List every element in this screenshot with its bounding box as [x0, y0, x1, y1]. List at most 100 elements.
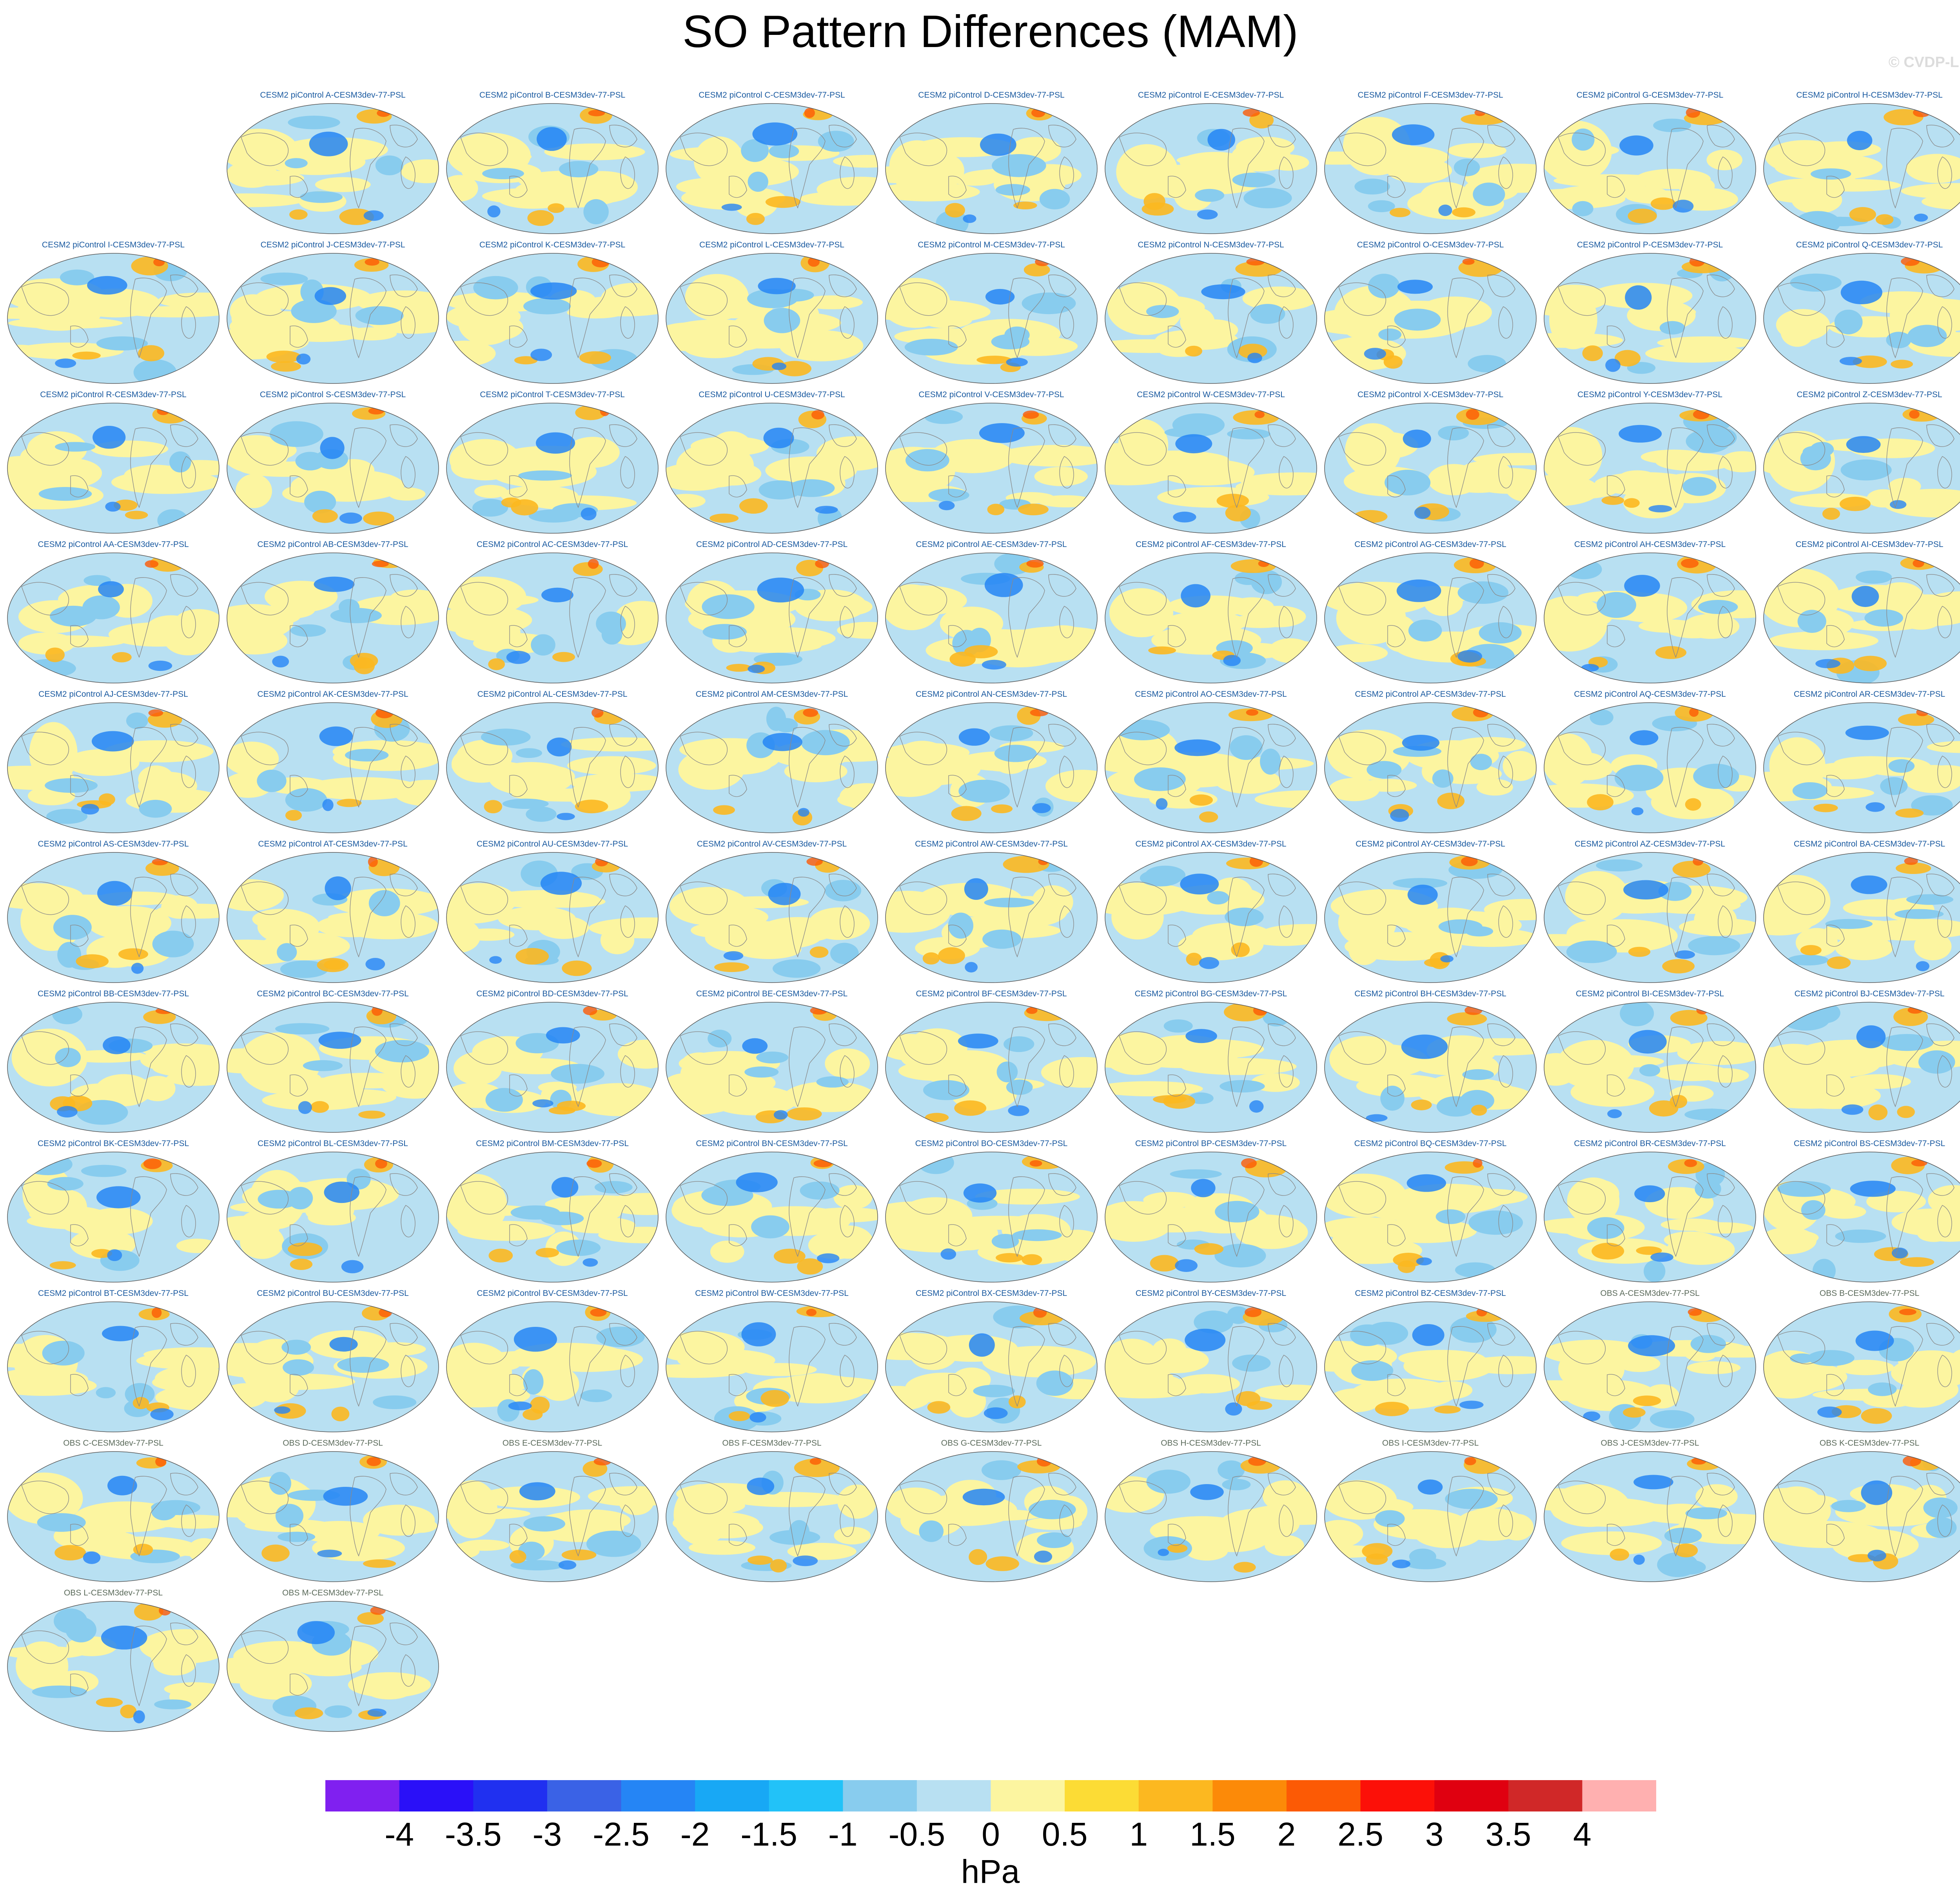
anomaly-contour — [375, 1040, 429, 1063]
map-border — [1763, 253, 1960, 384]
map-svg — [1105, 253, 1317, 384]
anomaly-contour — [996, 1061, 1018, 1083]
anomaly-contour — [1398, 1350, 1485, 1367]
anomaly-contour — [138, 345, 165, 362]
anomaly-contour — [1038, 858, 1049, 865]
coastline — [350, 577, 387, 658]
map-panel: CESM2 piControl Y-CESM3dev-77-PSL — [1543, 390, 1757, 535]
anomaly-contour — [907, 1028, 967, 1068]
anomaly-contour — [1670, 1095, 1688, 1108]
coastline — [1168, 325, 1186, 348]
coastline — [1008, 1476, 1045, 1557]
anomaly-contour — [502, 798, 549, 809]
anomaly-contour — [1118, 419, 1169, 471]
anomaly-contour — [801, 730, 850, 756]
map-panel-title: CESM2 piControl BV-CESM3dev-77-PSL — [477, 1289, 628, 1298]
anomaly-contour — [1650, 1252, 1673, 1262]
colorbar-swatch — [399, 1780, 474, 1811]
coastline — [1059, 1205, 1074, 1237]
coastline — [789, 1476, 826, 1557]
coastline — [290, 475, 308, 498]
anomaly-contour — [280, 960, 328, 978]
map-panel-title: OBS K-CESM3dev-77-PSL — [1819, 1439, 1920, 1448]
coastline — [1777, 1031, 1825, 1065]
map-panel-title: CESM2 piControl BE-CESM3dev-77-PSL — [696, 989, 848, 998]
anomaly-contour — [1190, 1484, 1224, 1500]
map-svg — [446, 1152, 659, 1283]
anomaly-contour — [734, 189, 778, 218]
map-panel: OBS C-CESM3dev-77-PSL — [6, 1438, 221, 1583]
map-panel-title: OBS F-CESM3dev-77-PSL — [722, 1439, 822, 1448]
anomaly-contour — [96, 336, 148, 351]
map-svg — [1105, 403, 1317, 534]
anomaly-contour — [1454, 737, 1526, 752]
anomaly-contour — [1644, 1260, 1666, 1282]
coastline — [1008, 1176, 1045, 1257]
anomaly-contour — [261, 1544, 290, 1562]
anomaly-contour — [793, 1555, 818, 1566]
map-panel-title: CESM2 piControl AY-CESM3dev-77-PSL — [1356, 839, 1505, 848]
anomaly-contour — [540, 872, 582, 895]
map-border — [7, 1301, 220, 1432]
map-border — [446, 702, 659, 833]
coastline — [130, 1626, 167, 1706]
anomaly-contour — [1698, 600, 1738, 614]
map-border — [666, 253, 878, 384]
map-border — [1544, 1002, 1756, 1133]
anomaly-contour — [1186, 952, 1202, 966]
map-svg — [885, 103, 1098, 234]
map-panel-title: CESM2 piControl AL-CESM3dev-77-PSL — [477, 690, 628, 699]
map-border — [446, 1301, 659, 1432]
anomaly-contour — [1898, 713, 1935, 726]
coastline — [350, 128, 387, 209]
coastline — [840, 456, 855, 489]
anomaly-contour — [1587, 1217, 1624, 1239]
coastline — [1718, 905, 1733, 938]
coastline — [1707, 424, 1735, 447]
anomaly-contour — [22, 659, 76, 678]
anomaly-contour — [54, 1545, 86, 1561]
map-panel-title: CESM2 piControl BU-CESM3dev-77-PSL — [257, 1289, 409, 1298]
coastline — [1667, 727, 1704, 808]
anomaly-contour — [1354, 178, 1390, 194]
coastline — [390, 874, 418, 896]
anomaly-contour — [1572, 201, 1593, 216]
anomaly-contour — [1623, 880, 1669, 899]
map-panel-title: CESM2 piControl D-CESM3dev-77-PSL — [918, 91, 1065, 100]
anomaly-contour — [1430, 1381, 1473, 1399]
anomaly-contour — [1471, 1105, 1487, 1116]
anomaly-contour — [1800, 945, 1822, 956]
map-panel: CESM2 piControl BN-CESM3dev-77-PSL — [664, 1139, 879, 1284]
coastline — [509, 1374, 528, 1396]
colorbar-swatch — [769, 1780, 843, 1811]
map-panel-title: CESM2 piControl L-CESM3dev-77-PSL — [699, 240, 844, 249]
coastline — [1279, 606, 1294, 638]
anomaly-contour — [575, 799, 608, 814]
anomaly-contour — [963, 214, 976, 223]
anomaly-contour — [798, 808, 809, 817]
anomaly-contour — [338, 788, 376, 799]
map-panel: CESM2 piControl AO-CESM3dev-77-PSL — [1103, 689, 1318, 834]
anomaly-contour — [1461, 856, 1478, 867]
coastline — [1168, 176, 1186, 198]
anomaly-contour — [1143, 1192, 1197, 1208]
coastline — [569, 427, 606, 508]
anomaly-contour — [1392, 1559, 1410, 1568]
anomaly-contour — [557, 1101, 586, 1111]
map-border — [666, 1002, 878, 1133]
anomaly-contour — [1158, 1549, 1169, 1556]
coastline — [509, 775, 528, 797]
anomaly-contour — [1185, 345, 1202, 357]
coastline — [1279, 156, 1294, 189]
map-panel: CESM2 piControl E-CESM3dev-77-PSL — [1103, 90, 1318, 235]
anomaly-contour — [588, 559, 599, 569]
anomaly-contour — [770, 1559, 787, 1573]
anomaly-contour — [118, 948, 148, 960]
anomaly-contour — [1445, 1489, 1498, 1509]
anomaly-contour — [948, 912, 973, 939]
anomaly-contour — [1659, 321, 1685, 335]
coastline — [509, 1524, 528, 1546]
map-panel-title: CESM2 piControl BR-CESM3dev-77-PSL — [1574, 1139, 1726, 1148]
anomaly-contour — [980, 133, 1016, 156]
coastline — [729, 625, 747, 647]
